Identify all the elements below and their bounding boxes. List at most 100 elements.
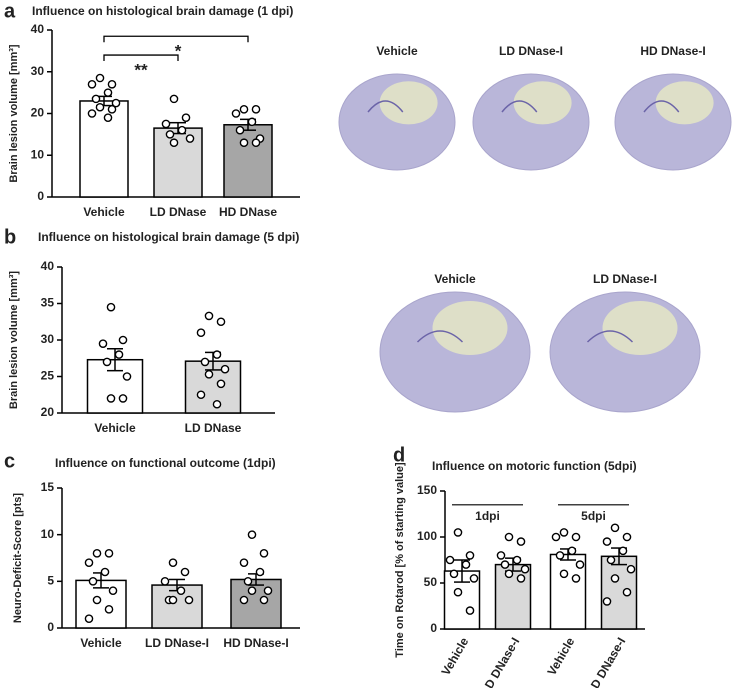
bar xyxy=(79,100,129,198)
y-tick-label: 150 xyxy=(417,483,437,497)
data-point xyxy=(102,357,112,367)
data-point xyxy=(239,105,249,114)
chart-title: Influence on functional outcome (1dpi) xyxy=(55,456,276,470)
data-point xyxy=(108,586,118,595)
data-point xyxy=(180,567,190,577)
lesion-area xyxy=(602,301,678,355)
lesion-area xyxy=(655,81,714,125)
data-point xyxy=(111,98,121,108)
data-point xyxy=(235,125,245,135)
data-point xyxy=(469,574,479,583)
data-point xyxy=(176,586,186,595)
data-point xyxy=(622,587,632,597)
image-label: LD DNase-I xyxy=(593,272,657,286)
data-point xyxy=(169,138,179,148)
data-point xyxy=(87,79,97,89)
data-point xyxy=(575,560,585,569)
significance-label: ** xyxy=(134,61,148,80)
panel-letter: a xyxy=(4,0,16,22)
y-axis-label: Time on Rotarod [% of starting value] xyxy=(394,462,406,658)
bar xyxy=(223,124,273,198)
data-point xyxy=(239,595,249,605)
data-point xyxy=(92,595,102,605)
x-tick-label: Vehicle xyxy=(80,636,122,650)
x-tick-label: Vehicle xyxy=(439,635,472,678)
bar xyxy=(153,127,203,198)
data-point xyxy=(567,546,577,556)
y-tick-label: 20 xyxy=(31,106,45,120)
data-point xyxy=(602,537,612,546)
data-point xyxy=(259,595,269,605)
y-axis-label: Brain lesion volume [mm³] xyxy=(8,271,20,409)
lesion-area xyxy=(513,81,572,125)
data-point xyxy=(212,399,222,409)
image-label: HD DNase-I xyxy=(640,44,705,58)
y-tick-label: 15 xyxy=(41,480,55,494)
x-tick-label: Vehicle xyxy=(83,205,125,219)
data-point xyxy=(453,587,463,597)
significance-label: * xyxy=(175,42,182,61)
data-point xyxy=(165,130,175,139)
data-point xyxy=(216,379,226,389)
data-point xyxy=(247,117,257,127)
y-tick-label: 40 xyxy=(31,22,45,36)
data-point xyxy=(618,546,628,556)
data-point xyxy=(496,551,506,560)
image-label: Vehicle xyxy=(376,44,418,58)
x-tick-label: LD DNase-I xyxy=(145,636,209,650)
data-point xyxy=(88,577,98,586)
x-tick-label: HD DNase xyxy=(219,205,277,219)
lesion-area xyxy=(379,81,438,125)
data-point xyxy=(107,105,117,114)
data-point xyxy=(243,577,253,586)
data-point xyxy=(104,549,114,558)
lesion-area xyxy=(432,301,508,355)
data-point xyxy=(91,94,101,104)
data-point xyxy=(500,560,510,569)
data-point xyxy=(445,555,455,565)
data-point xyxy=(168,595,178,605)
data-point xyxy=(626,564,636,574)
data-point xyxy=(181,113,191,122)
data-point xyxy=(610,574,620,583)
x-tick-label: Vehicle xyxy=(94,421,136,435)
data-point xyxy=(559,569,569,579)
x-tick-label: HD DNase-I xyxy=(223,636,288,650)
data-point xyxy=(106,302,116,312)
data-point xyxy=(610,523,620,533)
data-point xyxy=(504,532,514,542)
data-point xyxy=(251,105,261,114)
y-tick-label: 25 xyxy=(41,369,55,383)
y-axis-label: Neuro-Deficit-Score [pts] xyxy=(12,493,24,624)
x-tick-label: LD DNase-I xyxy=(478,635,522,688)
data-point xyxy=(259,549,269,558)
data-point xyxy=(247,530,257,539)
data-point xyxy=(196,328,206,338)
data-point xyxy=(247,586,257,595)
data-point xyxy=(606,555,616,565)
data-point xyxy=(465,606,475,615)
data-point xyxy=(106,394,116,403)
data-point xyxy=(200,357,210,367)
data-point xyxy=(177,125,187,135)
data-point xyxy=(169,94,179,104)
data-point xyxy=(461,560,471,569)
image-label: LD DNase-I xyxy=(499,44,563,58)
y-tick-label: 0 xyxy=(47,620,54,634)
panel-letter: b xyxy=(4,226,16,248)
data-point xyxy=(184,595,194,605)
panel-letter: d xyxy=(393,444,405,466)
y-tick-label: 50 xyxy=(424,575,438,589)
data-point xyxy=(555,551,565,560)
data-point xyxy=(204,311,214,321)
chart-title: Influence on histological brain damage (… xyxy=(32,4,293,18)
y-tick-label: 30 xyxy=(31,64,45,78)
chart-title: Influence on motoric function (5dpi) xyxy=(432,459,637,473)
y-tick-label: 10 xyxy=(31,147,45,161)
group-label: 5dpi xyxy=(581,509,606,523)
data-point xyxy=(161,119,171,129)
data-point xyxy=(118,335,128,345)
y-tick-label: 0 xyxy=(430,621,437,635)
significance-bracket xyxy=(103,35,249,43)
